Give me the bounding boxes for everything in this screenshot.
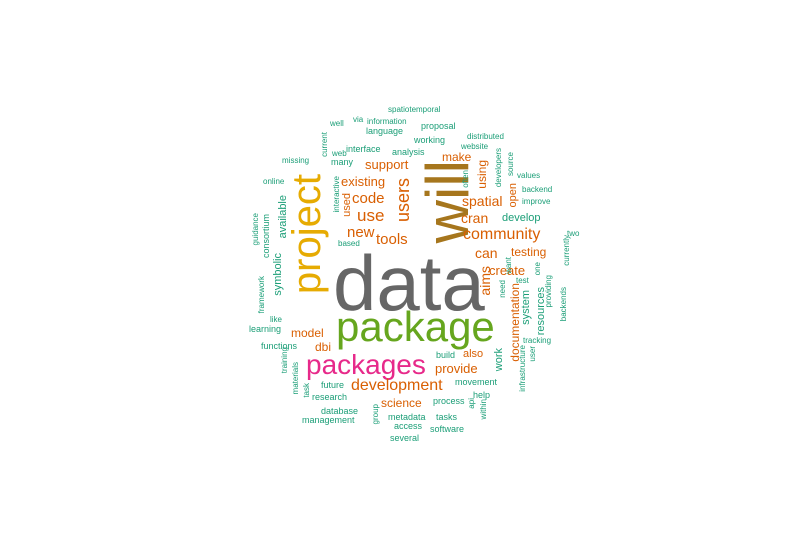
word-interactive: interactive xyxy=(332,176,341,213)
word-movement: movement xyxy=(455,377,498,387)
word-via: via xyxy=(353,115,364,124)
word-test: test xyxy=(516,276,529,285)
word-language: language xyxy=(366,126,404,136)
word-work: work xyxy=(493,348,505,372)
word-project: project xyxy=(285,174,329,295)
word-future: future xyxy=(321,380,345,390)
word-user: user xyxy=(528,346,537,362)
word-within: within xyxy=(479,399,488,420)
word-several: several xyxy=(390,433,420,443)
word-model: model xyxy=(291,326,324,340)
word-support: support xyxy=(365,157,409,172)
word-distributed: distributed xyxy=(467,132,504,141)
word-using: using xyxy=(475,160,489,189)
word-need: need xyxy=(498,280,507,298)
word-tools: tools xyxy=(376,231,408,248)
word-testing: testing xyxy=(511,245,547,259)
word-backend: backend xyxy=(522,185,553,194)
word-create: create xyxy=(489,263,526,278)
word-management: management xyxy=(302,415,355,425)
word-also: also xyxy=(463,348,484,360)
word-web: web xyxy=(332,149,347,158)
word-consortium: consortium xyxy=(261,214,271,259)
word-metadata: metadata xyxy=(388,412,426,422)
word-research: research xyxy=(312,392,348,402)
word-existing: existing xyxy=(341,174,386,189)
word-want: want xyxy=(504,257,513,274)
word-science: science xyxy=(381,396,422,410)
word-code: code xyxy=(352,190,385,207)
word-based: based xyxy=(338,239,360,248)
word-task: task xyxy=(302,383,311,398)
word-can: can xyxy=(475,245,498,261)
word-make: make xyxy=(442,150,472,164)
word-provide: provide xyxy=(435,361,478,376)
word-database: database xyxy=(321,406,359,416)
word-analysis: analysis xyxy=(392,147,425,157)
word-developers: developers xyxy=(494,148,503,188)
word-package: package xyxy=(336,303,495,350)
word-develop: develop xyxy=(502,212,541,224)
word-interface: interface xyxy=(346,144,381,154)
word-one: one xyxy=(533,262,542,276)
word-help: help xyxy=(473,390,491,400)
word-proposal: proposal xyxy=(421,121,456,131)
word-software: software xyxy=(430,424,465,434)
word-training: training xyxy=(280,347,289,374)
word-system: system xyxy=(520,290,532,325)
word-spatiotemporal: spatiotemporal xyxy=(388,105,441,114)
word-symbolic: symbolic xyxy=(272,253,284,296)
word-users: users xyxy=(393,178,413,223)
word-open: open xyxy=(507,183,519,208)
word-materials: materials xyxy=(291,362,300,395)
word-spatial: spatial xyxy=(462,193,503,209)
word-source: source xyxy=(506,152,515,177)
word-new: new xyxy=(347,224,375,241)
word-improve: improve xyxy=(522,197,551,206)
word-many: many xyxy=(331,157,354,167)
word-backends: backends xyxy=(559,287,568,322)
word-build: build xyxy=(436,350,456,360)
word-tracking: tracking xyxy=(523,336,552,345)
word-cran: cran xyxy=(461,210,489,226)
word-often: often xyxy=(461,170,470,188)
word-information: information xyxy=(367,117,407,126)
word-dbi: dbi xyxy=(315,340,332,354)
word-data: data xyxy=(333,239,485,327)
word-group: group xyxy=(371,404,380,425)
word-online: online xyxy=(263,177,285,186)
word-process: process xyxy=(433,396,465,406)
word-development: development xyxy=(351,377,443,394)
word-guidance: guidance xyxy=(251,213,260,246)
word-providing: providing xyxy=(544,275,553,308)
word-access: access xyxy=(394,421,423,431)
word-used: used xyxy=(341,193,353,217)
word-use: use xyxy=(357,206,385,225)
word-website: website xyxy=(461,142,489,151)
word-two: two xyxy=(567,229,580,238)
word-like: like xyxy=(270,315,283,324)
word-missing: missing xyxy=(282,156,310,165)
word-packages: packages xyxy=(306,349,426,380)
word-available: available xyxy=(277,195,289,239)
word-framework: framework xyxy=(257,276,266,314)
word-well: well xyxy=(330,119,344,128)
word-values: values xyxy=(517,171,541,180)
word-learning: learning xyxy=(249,324,282,334)
word-infrastructure: infrastructure xyxy=(518,345,527,392)
word-currently: currently xyxy=(562,235,571,266)
word-api: api xyxy=(467,398,476,409)
word-working: working xyxy=(414,135,446,145)
word-tasks: tasks xyxy=(436,412,458,422)
word-community: community xyxy=(463,226,541,243)
word-functions: functions xyxy=(261,341,298,351)
word-current: current xyxy=(320,132,329,157)
